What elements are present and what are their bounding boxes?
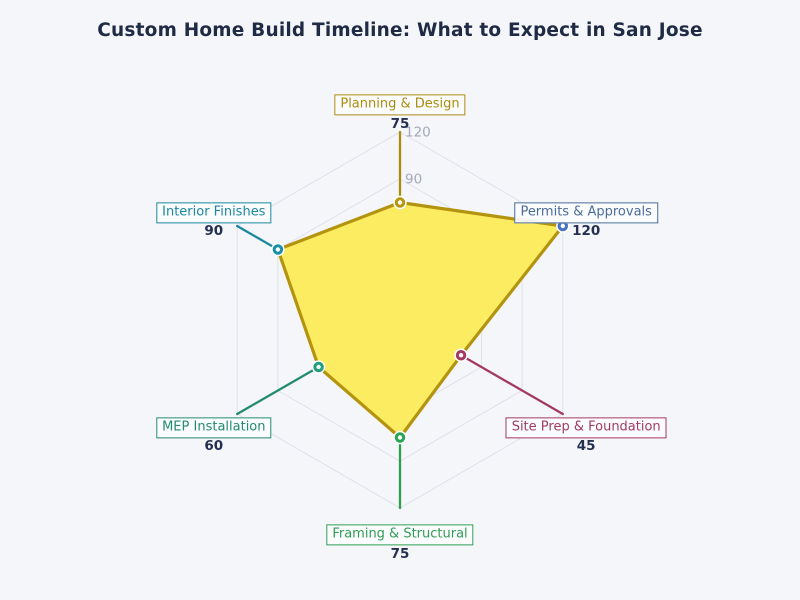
chart-title: Custom Home Build Timeline: What to Expe… xyxy=(97,20,703,41)
data-point-marker-core xyxy=(458,353,464,358)
axis-spoke xyxy=(236,224,280,251)
data-point-marker-core xyxy=(397,435,403,440)
data-point-marker-core xyxy=(397,200,403,205)
data-point-marker-core xyxy=(275,247,281,252)
axis-spoke xyxy=(236,365,320,416)
axis-spoke xyxy=(459,354,564,416)
data-polygon xyxy=(276,200,565,440)
data-point-marker-core xyxy=(316,364,321,370)
radial-tick-label: 90 xyxy=(405,172,422,188)
radial-tick-label: 120 xyxy=(405,125,431,141)
data-point-marker-core xyxy=(560,223,566,229)
